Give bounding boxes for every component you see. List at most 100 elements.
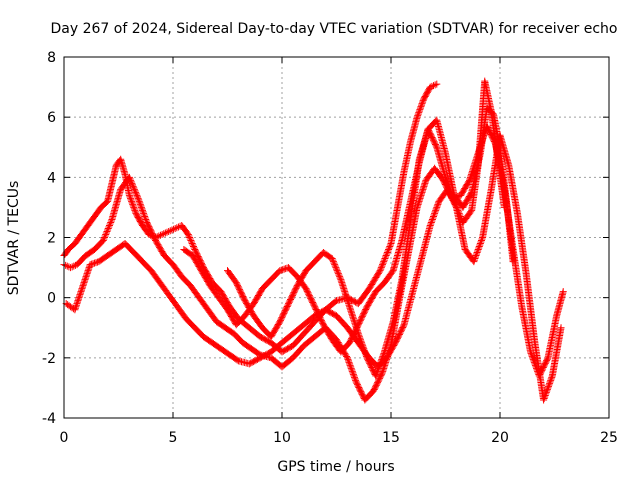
data-point: [454, 206, 462, 214]
data-point: [350, 373, 358, 381]
data-point: [473, 249, 481, 257]
data-point: [388, 268, 396, 276]
data-point: [530, 357, 538, 365]
data-point: [540, 394, 548, 402]
data-point: [161, 229, 169, 237]
data-point: [362, 352, 370, 360]
data-point: [334, 268, 342, 276]
data-point: [359, 343, 367, 351]
data-point: [434, 200, 442, 208]
data-point: [419, 97, 427, 105]
data-point: [102, 229, 110, 237]
data-point: [358, 339, 366, 347]
data-point: [78, 286, 86, 294]
data-point: [101, 232, 109, 240]
data-point: [470, 256, 478, 264]
data-point: [351, 375, 359, 383]
data-point: [85, 265, 93, 273]
x-axis-label: GPS time / hours: [277, 459, 394, 475]
data-point: [541, 391, 549, 399]
data-point: [344, 357, 352, 365]
data-point: [158, 230, 166, 238]
data-point: [427, 220, 435, 228]
data-point: [129, 182, 137, 190]
data-point: [74, 297, 82, 305]
data-point: [442, 175, 450, 183]
data-point: [62, 261, 70, 269]
data-point: [136, 199, 144, 207]
data-point: [186, 235, 194, 243]
data-point: [349, 369, 357, 377]
data-point: [86, 261, 94, 269]
data-point: [128, 199, 136, 207]
data-point: [413, 113, 421, 121]
x-tick-label: 25: [600, 430, 618, 446]
data-point: [83, 270, 91, 278]
y-tick-label: -2: [42, 351, 56, 367]
data-point: [376, 360, 384, 368]
data-point: [329, 258, 337, 266]
data-point: [89, 260, 97, 268]
data-point: [131, 206, 139, 214]
data-point: [356, 336, 364, 344]
data-point: [372, 370, 380, 378]
data-point: [455, 208, 463, 216]
x-tick-label: 15: [382, 430, 400, 446]
y-tick-label: 0: [47, 291, 56, 307]
data-point: [70, 262, 78, 270]
x-tick-label: 10: [273, 430, 291, 446]
data-point: [471, 253, 479, 261]
y-axis-label: SDTVAR / TECUs: [6, 181, 22, 296]
data-point: [442, 173, 449, 181]
data-point: [102, 230, 110, 238]
data-point: [83, 271, 91, 279]
data-point: [142, 217, 150, 225]
data-point: [132, 190, 140, 198]
data-point: [185, 232, 193, 240]
data-point: [335, 271, 343, 279]
data-point: [386, 241, 394, 249]
data-point: [474, 246, 482, 254]
data-point: [328, 255, 336, 263]
data-point: [107, 218, 115, 226]
data-point: [444, 181, 452, 189]
data-point: [416, 104, 424, 112]
data-point: [427, 218, 435, 226]
data-point: [455, 209, 463, 217]
data-point: [135, 197, 143, 205]
data-point: [131, 208, 139, 216]
data-point: [360, 345, 368, 353]
data-points: [60, 77, 567, 404]
data-point: [379, 259, 387, 267]
data-point: [336, 274, 344, 282]
data-point: [347, 363, 355, 371]
data-point: [417, 103, 425, 111]
data-point: [73, 300, 81, 308]
data-point: [418, 100, 426, 108]
data-point: [542, 388, 550, 396]
data-point: [453, 203, 461, 211]
data-point: [428, 217, 436, 225]
data-point: [375, 268, 383, 276]
data-point: [128, 179, 136, 187]
data-point: [475, 243, 483, 251]
chart-title: Day 267 of 2024, Sidereal Day-to-day VTE…: [51, 21, 618, 37]
data-point: [450, 197, 458, 205]
data-point: [127, 196, 135, 204]
x-tick-label: 20: [491, 430, 509, 446]
data-point: [473, 250, 481, 258]
data-point: [378, 262, 386, 270]
data-point: [170, 225, 178, 233]
data-point: [433, 203, 441, 211]
data-point: [399, 322, 407, 330]
data-point: [107, 217, 115, 225]
data-point: [67, 264, 75, 272]
data-point: [160, 230, 168, 238]
data-point: [76, 289, 84, 297]
data-point: [374, 366, 382, 374]
data-point: [475, 244, 483, 252]
y-tick-label: 8: [47, 50, 56, 66]
data-point: [140, 209, 148, 217]
data-point: [130, 184, 138, 192]
data-point: [543, 355, 551, 363]
